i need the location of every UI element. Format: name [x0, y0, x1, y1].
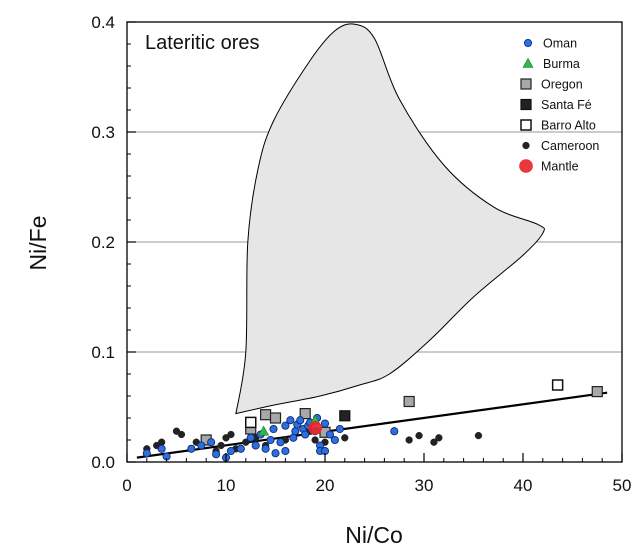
cameroon-point-20	[341, 434, 349, 442]
legend: Oman Burma Oregon Santa Fé Barro Alto Cameroo…	[519, 37, 599, 174]
oman-point-8	[226, 446, 235, 456]
oman-point-16	[271, 449, 280, 458]
legend-label-oregon: Oregon	[541, 78, 583, 92]
x-tick-label-3: 30	[415, 476, 434, 495]
oman-point-17	[276, 438, 285, 447]
oman-point-31	[320, 419, 330, 428]
cameroon-point-18	[311, 436, 319, 444]
data-points	[142, 379, 603, 462]
oregon-point-7	[591, 386, 603, 398]
barro-alto-point-0	[245, 416, 257, 429]
cameroon-point-25	[474, 431, 483, 440]
x-axis-title: Ni/Co	[345, 522, 403, 548]
barro-alto-point-1	[551, 379, 564, 391]
oman-point-4	[197, 441, 206, 450]
x-tick-label-0: 0	[122, 476, 131, 495]
cameroon-point-13	[242, 438, 250, 446]
oman-point-3	[187, 444, 196, 453]
x-tick-label-1: 10	[217, 476, 236, 495]
y-tick-label-2: 0.2	[91, 233, 115, 252]
y-axis-title: Ni/Fe	[25, 216, 51, 271]
oman-point-10	[246, 433, 255, 442]
y-tick-label-0: 0.0	[91, 453, 115, 472]
cameroon-point-2	[158, 438, 166, 446]
y-tick-label-3: 0.3	[91, 123, 115, 142]
legend-label-santa-f-: Santa Fé	[541, 98, 592, 112]
x-tick-label-4: 40	[514, 476, 533, 495]
oman-point-38	[390, 427, 399, 436]
x-tick-label-5: 50	[613, 476, 632, 495]
oman-point-5	[207, 438, 216, 447]
santa-f--point-0	[339, 410, 351, 422]
mantle-point-0	[308, 421, 322, 435]
legend-label-mantle: Mantle	[541, 160, 579, 174]
x-tick-label-2: 20	[316, 476, 335, 495]
oman-point-23	[296, 416, 305, 425]
legend-marker-oman	[523, 38, 533, 48]
cameroon-point-11	[227, 430, 235, 439]
legend-marker-oregon	[520, 78, 532, 90]
oman-point-14	[266, 435, 275, 445]
cameroon-point-23	[430, 438, 438, 446]
oman-point-32	[325, 430, 335, 439]
x-tick-labels: 0 10 20 30 40 50	[122, 476, 631, 495]
oman-point-34	[335, 424, 344, 434]
legend-marker-santa-f-	[520, 98, 532, 111]
oman-point-20	[289, 433, 298, 442]
oman-point-15	[269, 424, 278, 434]
cameroon-point-4	[177, 430, 186, 439]
oregon-point-2	[260, 409, 272, 421]
trend-line	[136, 391, 608, 459]
legend-label-barro-alto: Barro Alto	[541, 119, 596, 133]
cameroon-point-24	[435, 434, 443, 442]
cameroon-point-22	[415, 431, 423, 440]
y-tick-label-1: 0.1	[91, 343, 115, 362]
legend-marker-mantle	[519, 159, 533, 173]
legend-label-cameroon: Cameroon	[541, 139, 599, 153]
legend-label-oman: Oman	[543, 37, 577, 51]
y-tick-labels: 0.0 0.1 0.2 0.3 0.4	[91, 13, 115, 472]
oman-point-25	[301, 430, 310, 439]
annotation-lateritic-ores: Lateritic ores	[145, 32, 260, 54]
oman-point-18	[281, 421, 290, 430]
legend-label-burma: Burma	[543, 57, 580, 71]
oregon-point-6	[403, 395, 415, 408]
oman-point-0	[142, 449, 151, 458]
cameroon-point-9	[217, 441, 225, 450]
oregon-point-3	[269, 412, 282, 424]
legend-marker-cameroon	[522, 141, 530, 150]
legend-marker-barro-alto	[520, 119, 532, 131]
oman-point-6	[212, 450, 221, 459]
cameroon-point-21	[405, 436, 413, 444]
y-tick-label-4: 0.4	[91, 13, 115, 32]
oman-point-13	[261, 444, 270, 453]
oman-point-1	[157, 444, 166, 453]
burma-point-0	[258, 425, 270, 436]
oman-point-37	[281, 446, 290, 456]
axis-ticks	[126, 21, 623, 463]
oman-point-21	[291, 427, 300, 436]
oregon-point-4	[299, 408, 311, 420]
oman-point-9	[236, 444, 245, 453]
legend-marker-burma	[522, 57, 534, 68]
oman-point-19	[286, 416, 295, 425]
oman-point-11	[251, 441, 260, 450]
lateritic-ores-field	[235, 23, 545, 415]
oman-point-33	[330, 435, 339, 445]
